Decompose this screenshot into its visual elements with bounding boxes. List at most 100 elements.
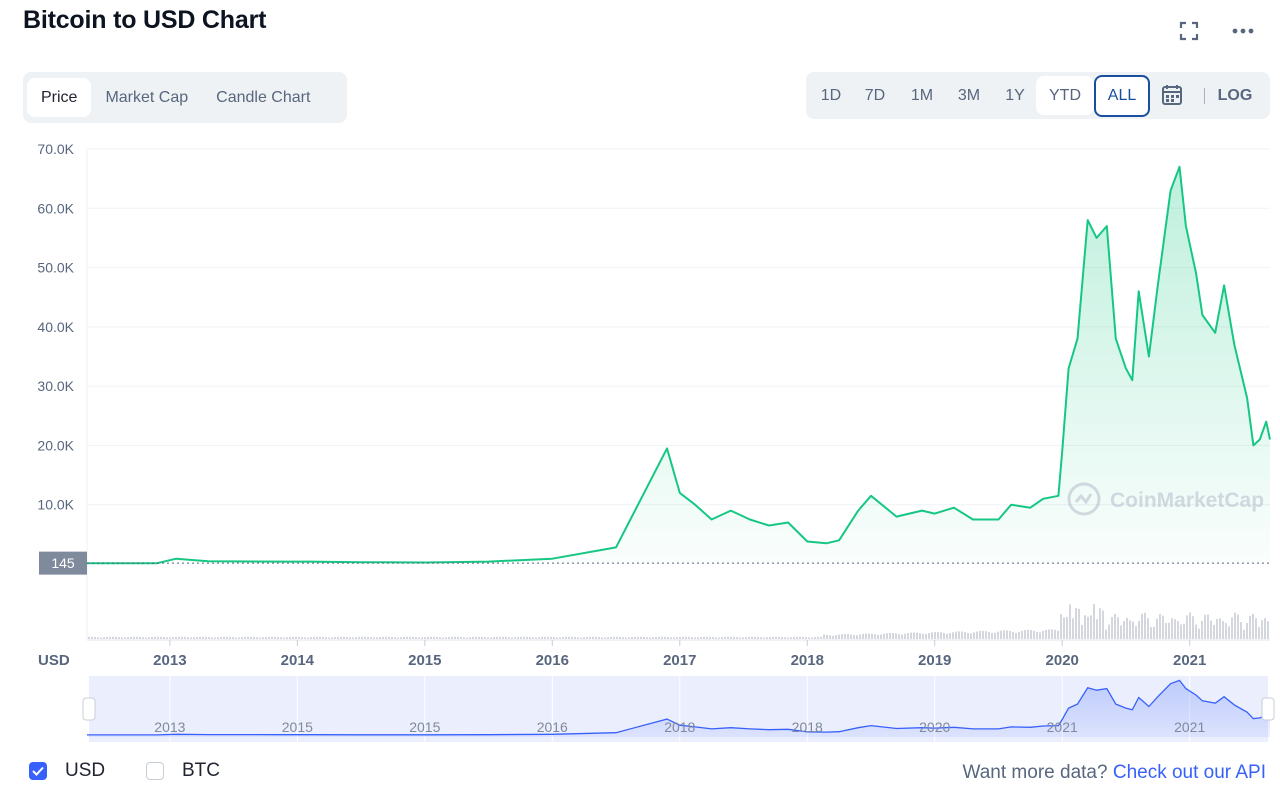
y-tick-label: 20.0K (37, 437, 74, 453)
volume-bar (757, 636, 759, 639)
volume-bar (469, 637, 471, 639)
volume-bar (484, 637, 486, 639)
volume-bar (490, 637, 492, 639)
volume-bar (922, 633, 924, 639)
volume-bar (637, 636, 639, 639)
range-7d[interactable]: 7D (864, 87, 886, 104)
volume-bar (424, 637, 426, 639)
volume-bar (163, 637, 165, 639)
volume-bar (316, 636, 318, 639)
api-link[interactable]: Check out our API (1112, 762, 1266, 783)
volume-bar (322, 636, 324, 639)
volume-bar (184, 636, 186, 639)
x-tick-label: 2018 (791, 652, 824, 669)
volume-bar (406, 636, 408, 639)
volume-bar (532, 637, 534, 639)
volume-bar (454, 636, 456, 639)
log-scale-toggle[interactable]: LOG (1217, 87, 1253, 104)
volume-bar (373, 637, 375, 639)
volume-bar (832, 635, 834, 639)
volume-bar (703, 636, 705, 639)
time-range-tabs: 1D 7D 1M 3M 1Y YTD ALL LOG (806, 72, 1270, 119)
navigator[interactable]: 2013 2015 2015 2016 2018 2018 2020 2021 2021 (82, 676, 1275, 742)
volume-bar (106, 636, 108, 639)
volume-bar (931, 632, 933, 639)
volume-bar (772, 636, 774, 639)
volume-bar (1261, 620, 1263, 639)
navigator-left-handle[interactable] (82, 697, 96, 721)
navigator-tick-label: 2021 (1174, 719, 1205, 735)
volume-bar (805, 637, 807, 639)
volume-bar (625, 637, 627, 639)
volume-bar (1108, 624, 1110, 639)
range-1d[interactable]: 1D (820, 87, 842, 104)
volume-bar (1264, 618, 1266, 639)
tab-market-cap[interactable]: Market Cap (105, 89, 189, 106)
tab-candle-chart[interactable]: Candle Chart (216, 89, 311, 106)
y-tick-label: 60.0K (37, 200, 74, 216)
volume-bar (1219, 618, 1221, 639)
volume-bar (1195, 624, 1197, 639)
volume-bar (397, 637, 399, 639)
volume-bar (301, 637, 303, 639)
volume-bar (325, 637, 327, 639)
volume-bar (238, 637, 240, 639)
navigator-right-handle[interactable] (1261, 697, 1275, 721)
calendar-icon[interactable] (1150, 83, 1194, 109)
range-1y[interactable]: 1Y (1005, 87, 1025, 104)
range-1m[interactable]: 1M (910, 87, 934, 104)
volume-bar (682, 636, 684, 639)
legend-usd[interactable]: USD (29, 760, 105, 782)
volume-bar (994, 632, 996, 639)
volume-bar (310, 637, 312, 639)
x-tick-label: 2016 (536, 652, 569, 669)
volume-bar (451, 636, 453, 639)
tab-price[interactable]: Price (27, 78, 92, 117)
range-all[interactable]: ALL (1094, 74, 1150, 117)
volume-bar (1093, 603, 1095, 639)
watermark-text: CoinMarketCap (1110, 489, 1264, 512)
volume-bar (1258, 627, 1260, 639)
volume-bar (1198, 628, 1200, 639)
volume-bar (334, 636, 336, 639)
volume-bar (661, 636, 663, 639)
volume-bar (418, 637, 420, 639)
volume-bar (1087, 616, 1089, 639)
volume-bar (256, 637, 258, 639)
volume-bar (211, 637, 213, 639)
volume-bar (676, 637, 678, 639)
volume-bar (265, 636, 267, 639)
volume-bar (817, 636, 819, 639)
volume-bar (658, 636, 660, 639)
volume-bar (1132, 621, 1134, 639)
volume-bar (121, 637, 123, 639)
volume-bar (232, 637, 234, 639)
expand-icon[interactable] (1176, 18, 1202, 44)
volume-bar (1177, 621, 1179, 639)
volume-bar (1027, 629, 1029, 639)
volume-bar (1201, 620, 1203, 639)
volume-bar (499, 636, 501, 639)
volume-bar (403, 636, 405, 639)
range-ytd[interactable]: YTD (1036, 76, 1094, 115)
volume-bar (88, 636, 90, 639)
navigator-tick-label: 2021 (1047, 719, 1078, 735)
volume-bar (631, 637, 633, 639)
volume-bar (1174, 619, 1176, 639)
btc-checkbox[interactable] (146, 762, 164, 780)
volume-bar (235, 637, 237, 639)
volume-bar (1192, 616, 1194, 639)
volume-bar (1168, 622, 1170, 639)
range-3m[interactable]: 3M (957, 87, 981, 104)
volume-bar (544, 636, 546, 639)
y-tick-label: 40.0K (37, 319, 74, 335)
volume-bar (1021, 630, 1023, 639)
x-tick-label: 2020 (1046, 652, 1079, 669)
volume-bar (427, 636, 429, 639)
usd-checkbox[interactable] (29, 762, 47, 780)
more-icon[interactable] (1230, 18, 1256, 44)
legend-btc[interactable]: BTC (146, 760, 220, 782)
volume-bar (769, 636, 771, 639)
volume-bar (1111, 616, 1113, 639)
